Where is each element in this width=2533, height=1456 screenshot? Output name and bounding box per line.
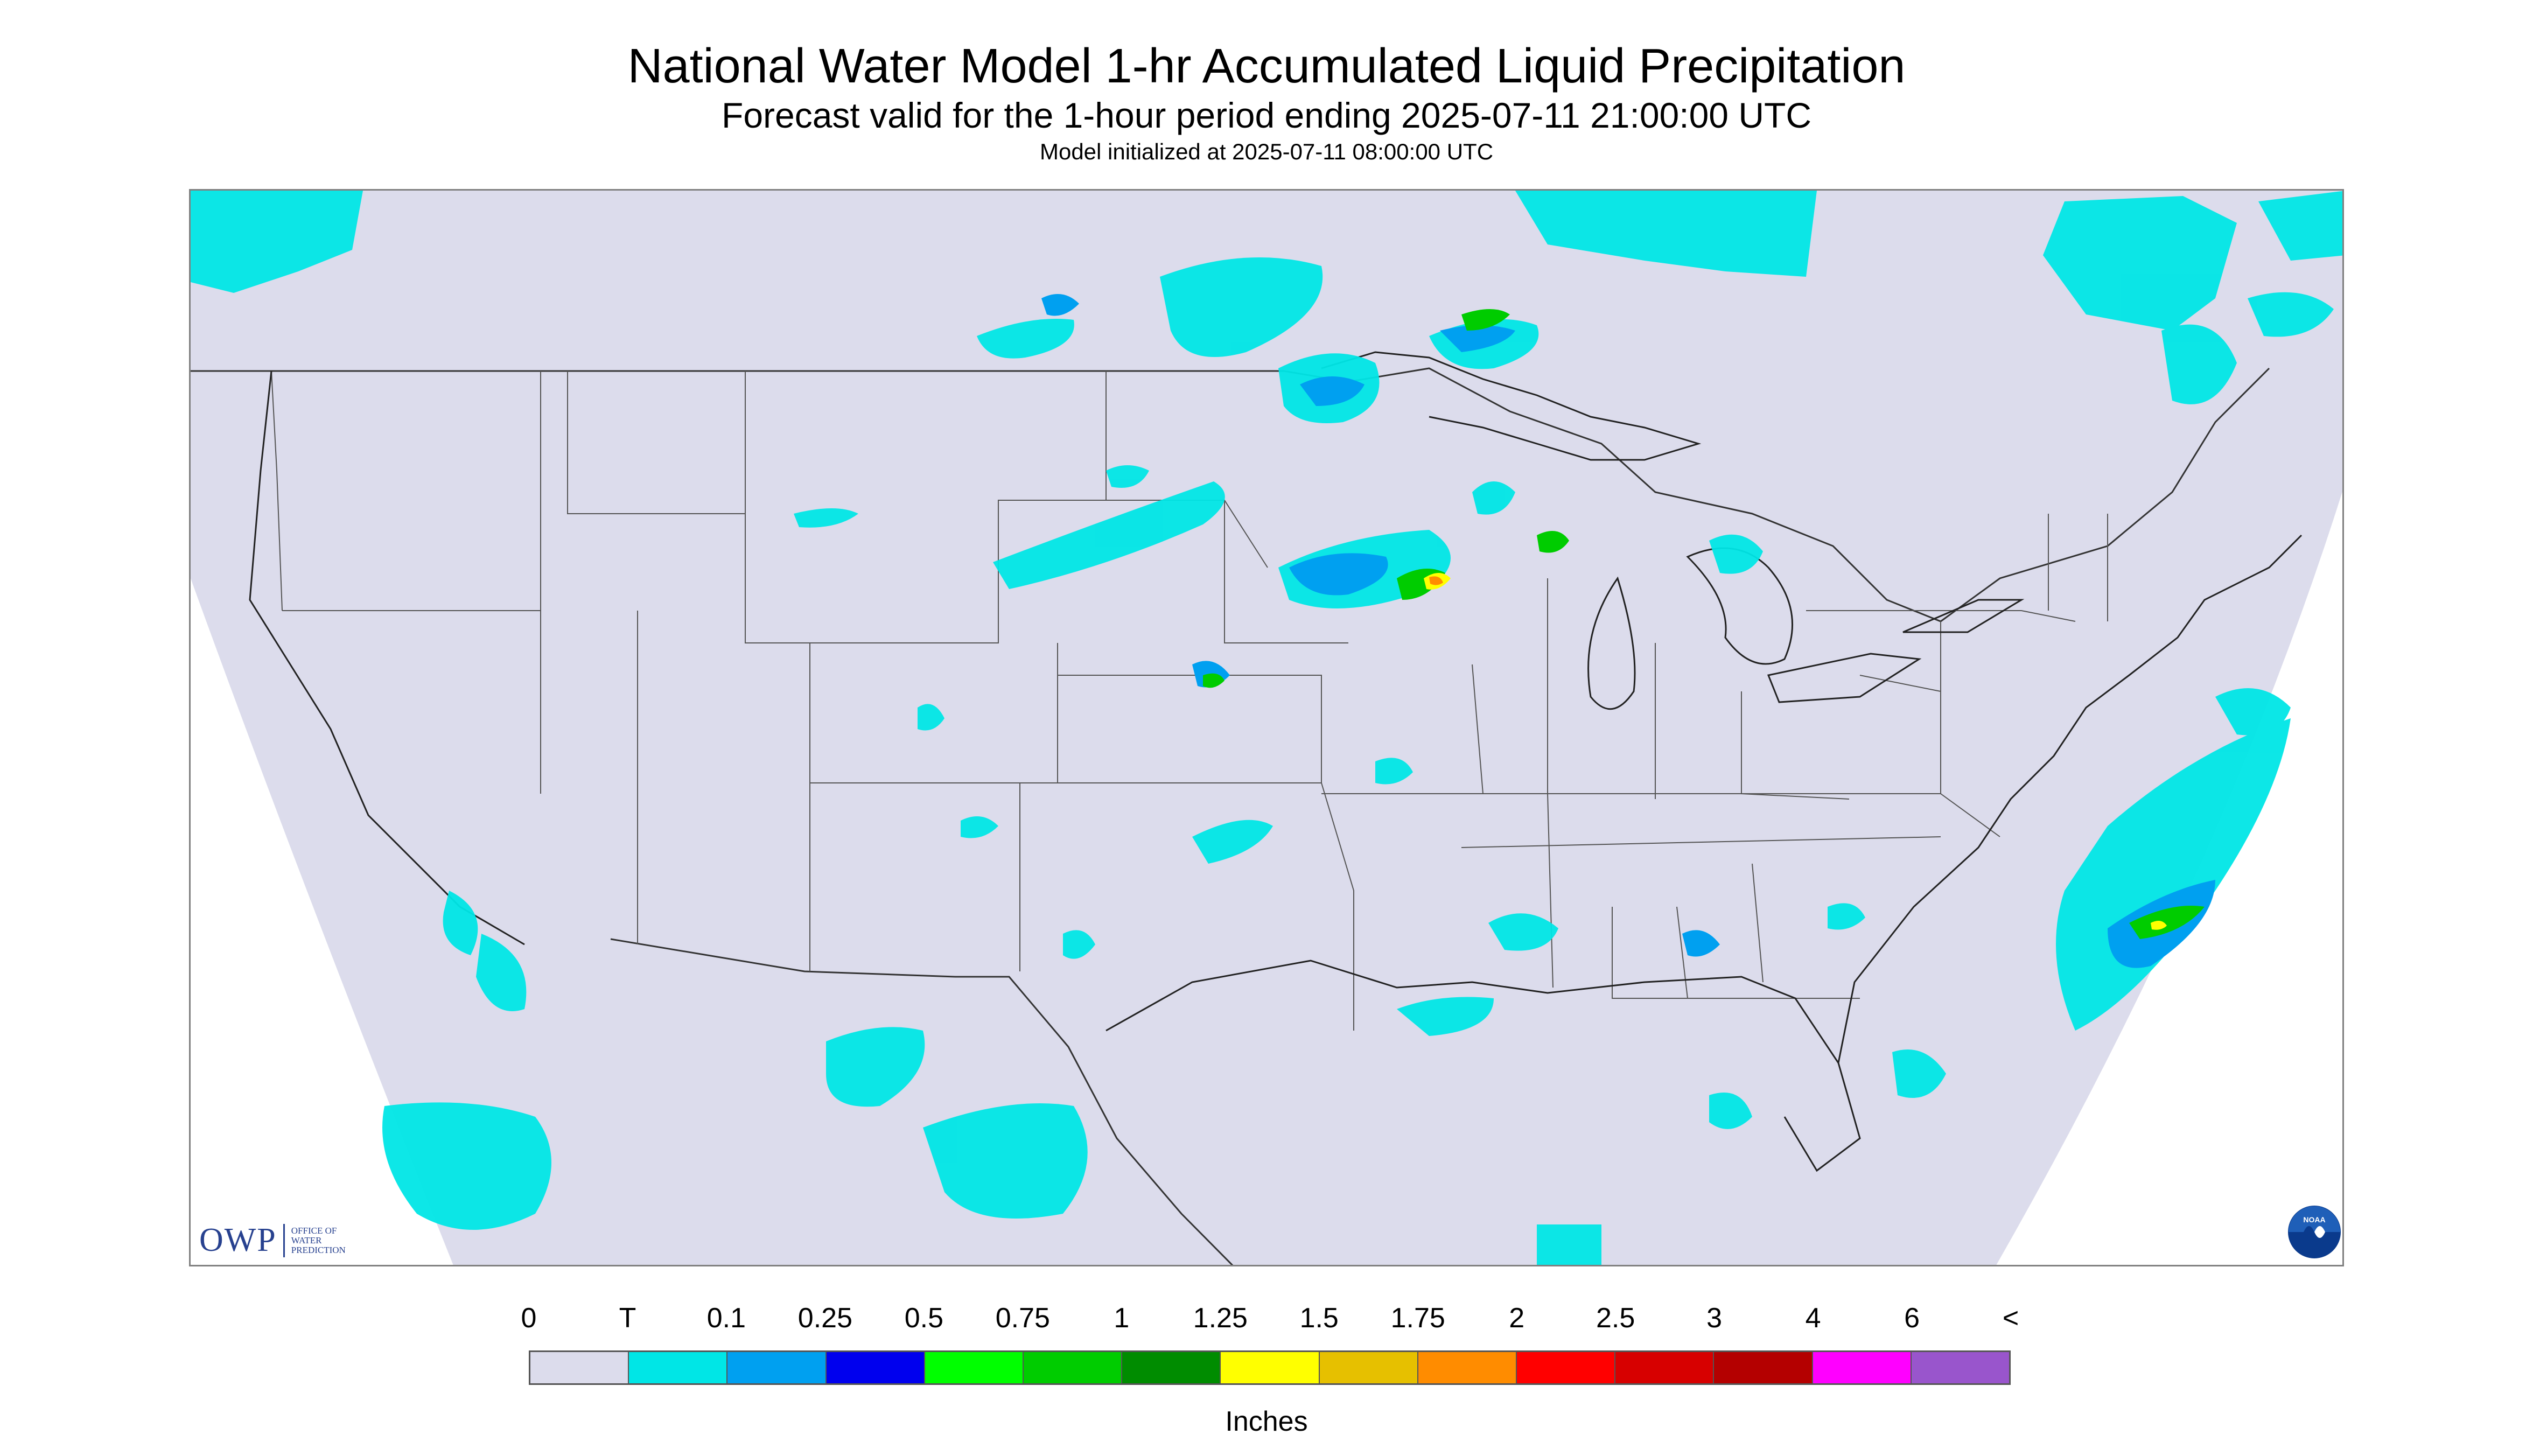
legend-tick-label: 1.25	[1193, 1303, 1248, 1334]
legend-tick-label: 0.1	[706, 1303, 746, 1334]
owp-logo: OWP OFFICE OF WATER PREDICTION	[199, 1221, 346, 1259]
noaa-logo-text: NOAA	[2303, 1215, 2325, 1224]
precipitation-map	[189, 189, 2344, 1266]
legend-swatch	[1319, 1352, 1418, 1383]
owp-logo-text: OFFICE OF WATER PREDICTION	[291, 1225, 346, 1255]
precip-heavy	[1424, 573, 2167, 930]
owp-logo-divider	[283, 1223, 285, 1257]
legend-tick-label: 3	[1706, 1303, 1723, 1334]
legend-tick-label: 0.5	[904, 1303, 943, 1334]
map-canvas	[191, 191, 2342, 1265]
legend-swatch	[1615, 1352, 1715, 1383]
legend-swatch	[925, 1352, 1024, 1383]
precip-moderate	[1203, 309, 2205, 939]
legend-swatch	[1517, 1352, 1616, 1383]
noaa-logo-icon: NOAA	[2288, 1206, 2341, 1258]
legend-swatch	[1024, 1352, 1123, 1383]
legend-tick-label: 0	[521, 1303, 537, 1334]
legend-swatch	[1221, 1352, 1320, 1383]
legend-tick-label: 6	[1904, 1303, 1920, 1334]
legend-swatch	[1122, 1352, 1221, 1383]
legend-tick-label: 0.25	[797, 1303, 852, 1334]
legend-units: Inches	[1225, 1406, 1308, 1437]
legend-tick-label: 1.5	[1299, 1303, 1339, 1334]
legend-tick-label: 2	[1509, 1303, 1525, 1334]
map-subtitle: Forecast valid for the 1-hour period end…	[722, 95, 1811, 135]
legend-tick-label: 2.5	[1596, 1303, 1635, 1334]
legend-tick-label: T	[619, 1303, 636, 1334]
legend-swatch	[1813, 1352, 1912, 1383]
owp-logo-mark: OWP	[199, 1222, 277, 1258]
legend-swatch	[530, 1352, 629, 1383]
legend-swatch	[727, 1352, 827, 1383]
country-borders	[191, 367, 2270, 1265]
legend-tick-label: <	[2002, 1303, 2019, 1334]
legend-swatch	[1911, 1352, 2010, 1383]
model-init-text: Model initialized at 2025-07-11 08:00:00…	[1039, 139, 1494, 164]
legend-swatch	[826, 1352, 925, 1383]
legend-tick-label: 0.75	[995, 1303, 1050, 1334]
map-title: National Water Model 1-hr Accumulated Li…	[627, 39, 1906, 93]
legend-swatch	[1714, 1352, 1813, 1383]
legend-swatch	[629, 1352, 728, 1383]
legend-tick-label: 4	[1805, 1303, 1821, 1334]
legend-swatch	[1418, 1352, 1517, 1383]
legend-colorbar	[529, 1350, 2011, 1385]
legend-tick-label: 1.75	[1390, 1303, 1445, 1334]
legend-tick-labels: 0 T 0.1 0.25 0.5 0.75 1 1.25 1.5 1.75 2 2.5 3 4 6 <	[521, 1302, 2019, 1334]
legend-tick-label: 1	[1114, 1303, 1130, 1334]
model-domain	[191, 191, 2342, 1265]
